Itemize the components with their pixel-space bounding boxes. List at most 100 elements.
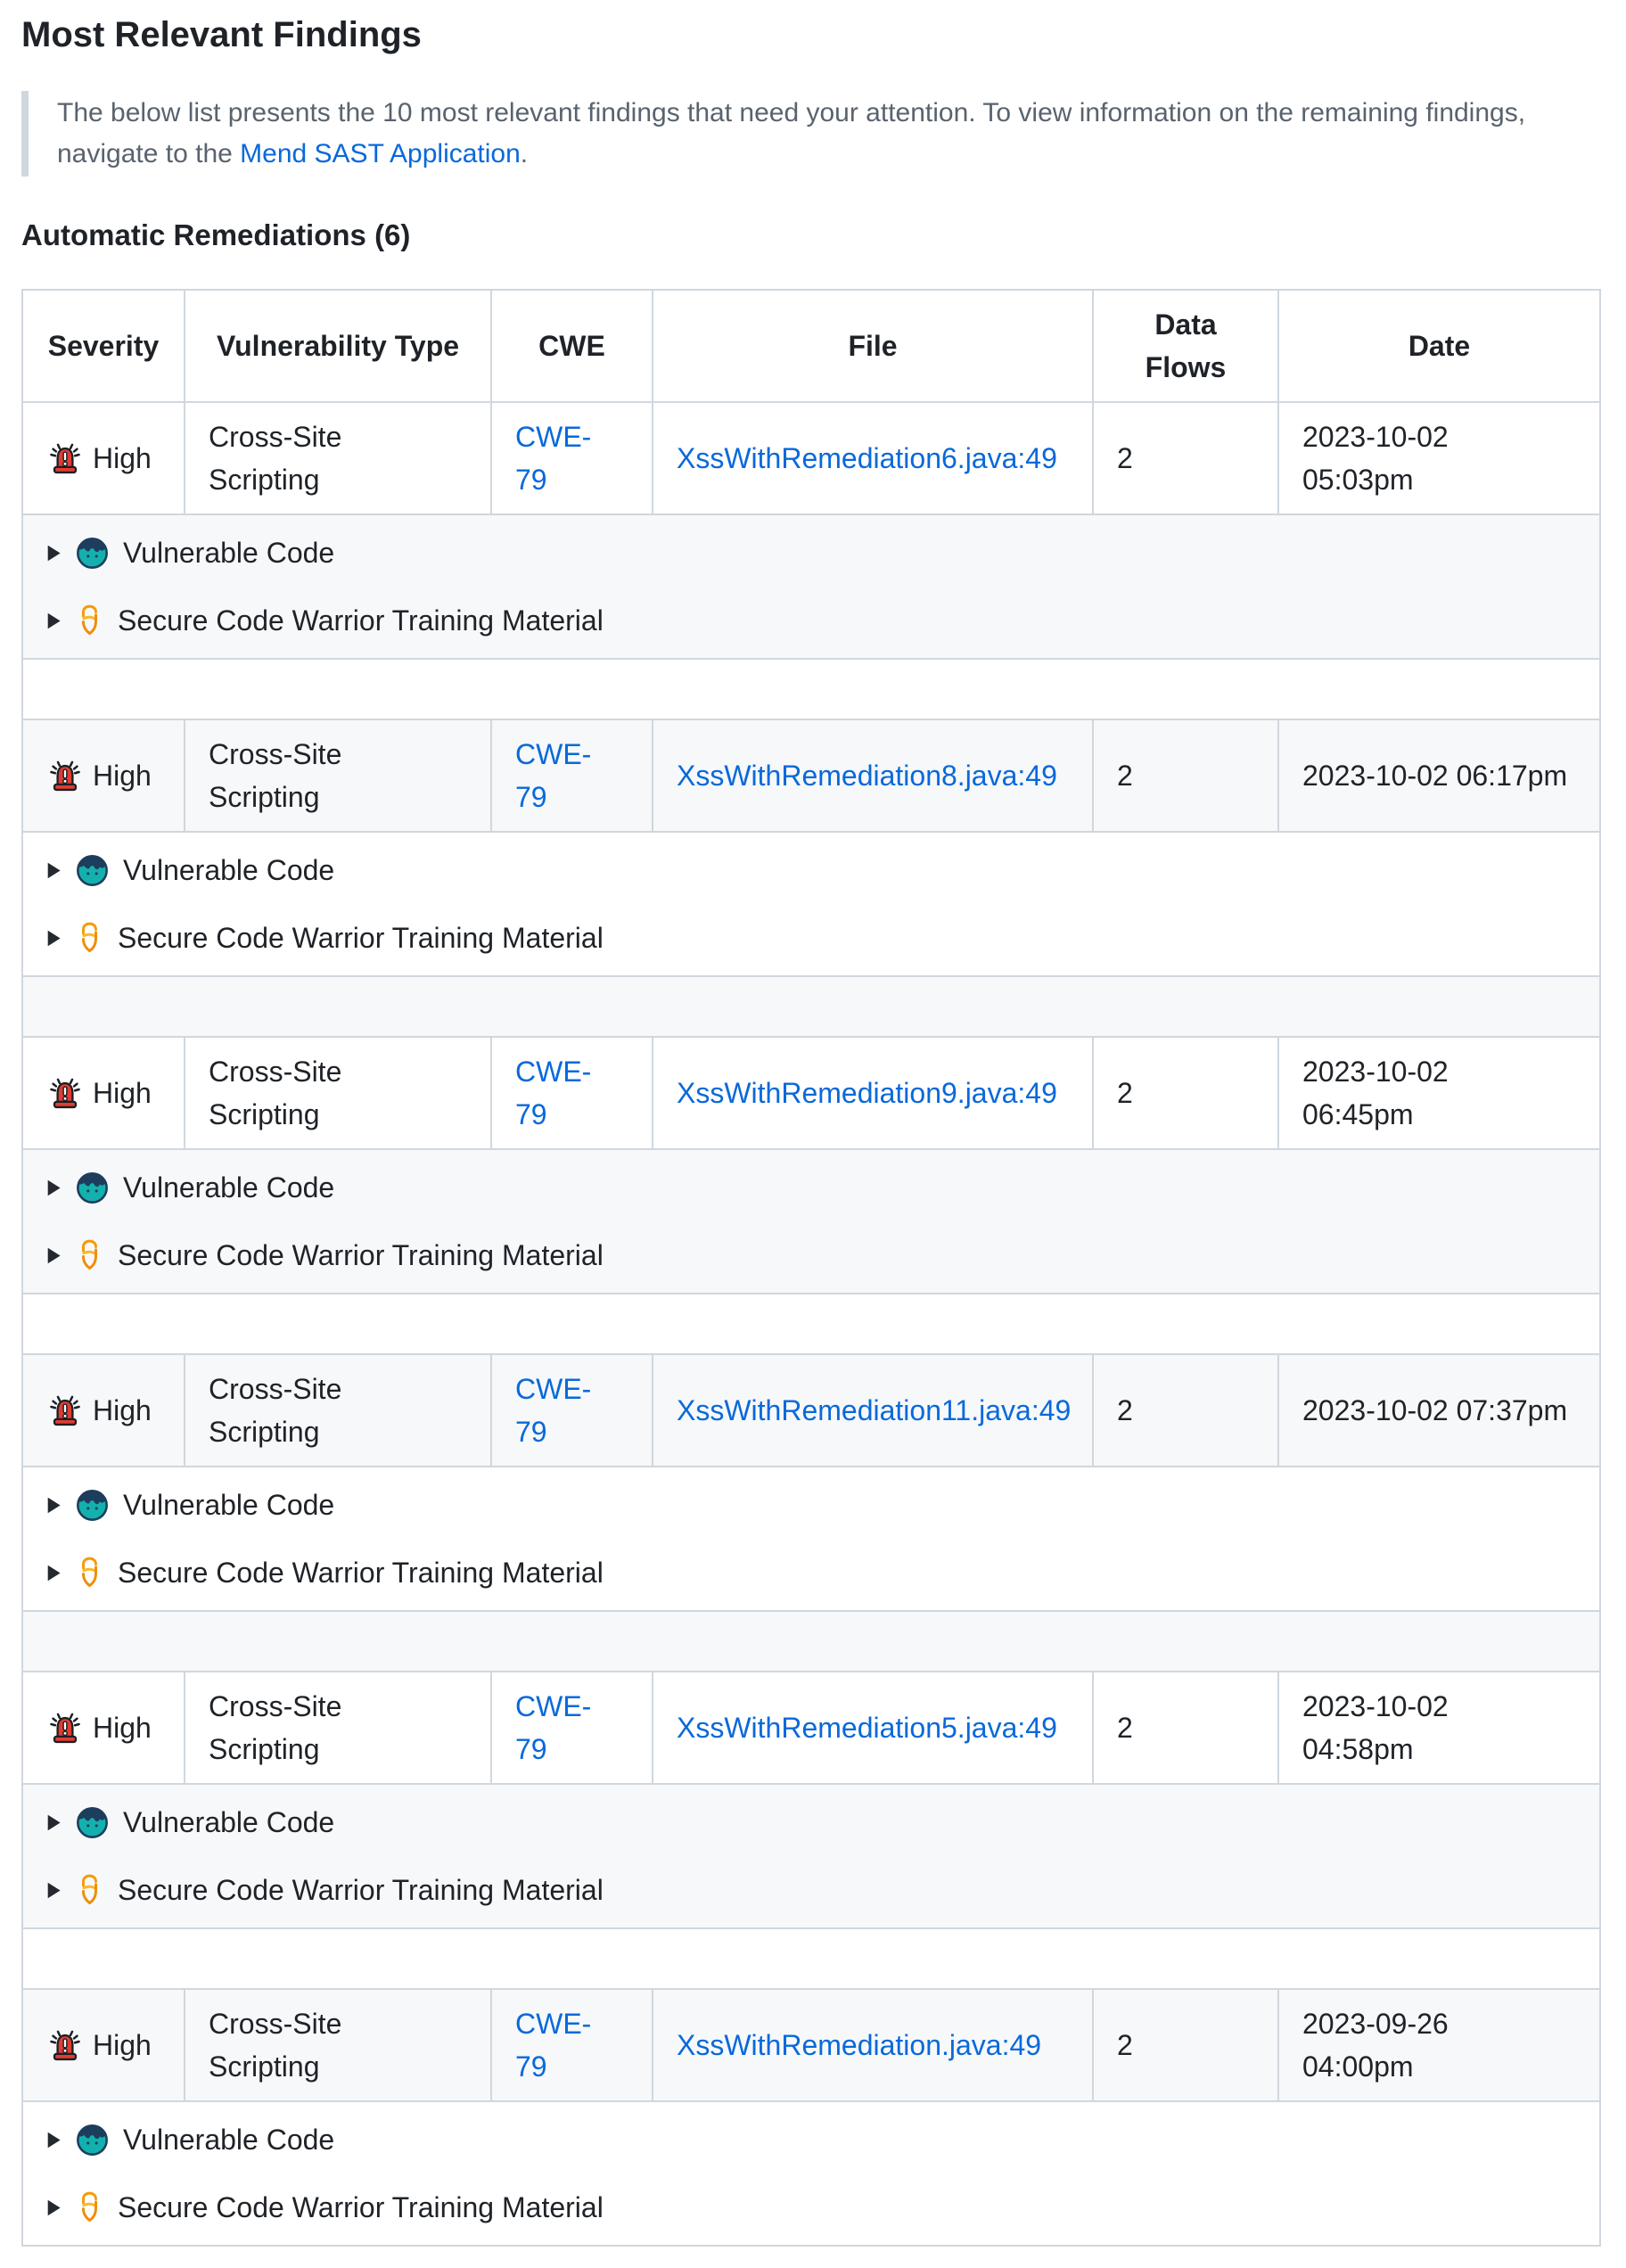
data-flows-cell: 2 — [1092, 1988, 1279, 2102]
secure-code-warrior-label: Secure Code Warrior Training Material — [118, 2191, 604, 2223]
shield-icon — [82, 1874, 98, 1905]
triangle-right-icon — [47, 1882, 61, 1898]
vulnerable-code-summary[interactable]: Vulnerable Code — [46, 1166, 1576, 1209]
finding-details-cell: Vulnerable Code Secure Code Warrior Trai… — [21, 831, 1601, 977]
shield-icon — [82, 1239, 98, 1270]
siren-icon — [50, 443, 80, 474]
secure-code-warrior-details: Secure Code Warrior Training Material — [46, 1551, 1576, 1594]
column-header-file: File — [652, 289, 1094, 403]
triangle-right-icon — [47, 1814, 61, 1830]
vulnerability-type-text: Cross-Site Scripting — [209, 421, 342, 496]
column-header-data-flows: Data Flows — [1092, 289, 1279, 403]
triangle-right-icon — [47, 2199, 61, 2215]
column-header-cwe: CWE — [490, 289, 653, 403]
cwe-cell: CWE-79 — [490, 1353, 653, 1467]
spacer-cell — [21, 658, 1601, 720]
secure-code-warrior-summary[interactable]: Secure Code Warrior Training Material — [46, 2186, 1576, 2229]
vulnerability-type-text: Cross-Site Scripting — [209, 1690, 342, 1765]
spacer-cell — [21, 1927, 1601, 1990]
vulnerable-code-summary[interactable]: Vulnerable Code — [46, 1801, 1576, 1844]
spacer-cell — [21, 1293, 1601, 1355]
secure-code-warrior-summary[interactable]: Secure Code Warrior Training Material — [46, 599, 1576, 642]
secure-code-warrior-summary[interactable]: Secure Code Warrior Training Material — [46, 1869, 1576, 1911]
date-cell: 2023-10-02 05:03pm — [1277, 401, 1601, 515]
file-link[interactable]: XssWithRemediation5.java:49 — [677, 1712, 1057, 1744]
column-header-vulnerability-type: Vulnerability Type — [184, 289, 492, 403]
shield-icon — [82, 2191, 98, 2223]
finding-details-cell: Vulnerable Code Secure Code Warrior Trai… — [21, 1466, 1601, 1612]
cwe-cell: CWE-79 — [490, 401, 653, 515]
secure-code-warrior-details: Secure Code Warrior Training Material — [46, 599, 1576, 642]
finding-row: High Cross-Site Scripting CWE-79 XssWith… — [21, 1353, 1601, 1467]
date-cell: 2023-10-02 06:17pm — [1277, 719, 1601, 833]
shield-icon — [82, 604, 98, 636]
file-cell: XssWithRemediation6.java:49 — [652, 401, 1094, 515]
zombie-icon — [77, 537, 108, 569]
finding-row: High Cross-Site Scripting CWE-79 XssWith… — [21, 401, 1601, 515]
vulnerable-code-summary[interactable]: Vulnerable Code — [46, 1483, 1576, 1526]
secure-code-warrior-summary[interactable]: Secure Code Warrior Training Material — [46, 916, 1576, 959]
secure-code-warrior-label: Secure Code Warrior Training Material — [118, 1239, 604, 1271]
vulnerability-type-cell: Cross-Site Scripting — [184, 401, 492, 515]
cwe-link[interactable]: CWE-79 — [515, 421, 592, 496]
vulnerable-code-label: Vulnerable Code — [123, 2124, 335, 2156]
vulnerable-code-label: Vulnerable Code — [123, 537, 335, 569]
secure-code-warrior-summary[interactable]: Secure Code Warrior Training Material — [46, 1551, 1576, 1594]
spacer-cell — [21, 975, 1601, 1038]
severity-label: High — [93, 1077, 152, 1109]
cwe-link[interactable]: CWE-79 — [515, 1690, 592, 1765]
finding-row: High Cross-Site Scripting CWE-79 XssWith… — [21, 1036, 1601, 1150]
intro-note: The below list presents the 10 most rele… — [21, 91, 1601, 177]
secure-code-warrior-details: Secure Code Warrior Training Material — [46, 1869, 1576, 1911]
cwe-link[interactable]: CWE-79 — [515, 1373, 592, 1448]
vulnerable-code-label: Vulnerable Code — [123, 1489, 335, 1521]
cwe-link[interactable]: CWE-79 — [515, 738, 592, 813]
vulnerability-type-text: Cross-Site Scripting — [209, 1373, 342, 1448]
file-cell: XssWithRemediation9.java:49 — [652, 1036, 1094, 1150]
findings-table-head: Severity Vulnerability Type CWE File Dat… — [21, 289, 1601, 403]
cwe-link[interactable]: CWE-79 — [515, 2008, 592, 2083]
vulnerability-type-cell: Cross-Site Scripting — [184, 1036, 492, 1150]
intro-text-before: The below list presents the 10 most rele… — [57, 98, 1526, 168]
triangle-right-icon — [47, 1247, 61, 1263]
header-row: Severity Vulnerability Type CWE File Dat… — [21, 289, 1601, 403]
file-link[interactable]: XssWithRemediation6.java:49 — [677, 442, 1057, 474]
file-link[interactable]: XssWithRemediation8.java:49 — [677, 760, 1057, 792]
finding-details-cell: Vulnerable Code Secure Code Warrior Trai… — [21, 1148, 1601, 1294]
spacer-row — [21, 975, 1601, 1038]
cwe-cell: CWE-79 — [490, 1671, 653, 1785]
data-flows-cell: 2 — [1092, 1671, 1279, 1785]
findings-table-body: High Cross-Site Scripting CWE-79 XssWith… — [21, 401, 1601, 2247]
cwe-link[interactable]: CWE-79 — [515, 1056, 592, 1130]
secure-code-warrior-details: Secure Code Warrior Training Material — [46, 916, 1576, 959]
date-cell: 2023-10-02 06:45pm — [1277, 1036, 1601, 1150]
section-heading: Automatic Remediations (6) — [21, 218, 411, 251]
severity-cell: High — [21, 401, 185, 515]
mend-sast-application-link[interactable]: Mend SAST Application — [240, 139, 521, 168]
vulnerable-code-summary[interactable]: Vulnerable Code — [46, 531, 1576, 574]
vulnerability-type-text: Cross-Site Scripting — [209, 738, 342, 813]
triangle-right-icon — [47, 862, 61, 878]
finding-row: High Cross-Site Scripting CWE-79 XssWith… — [21, 719, 1601, 833]
cwe-cell: CWE-79 — [490, 1988, 653, 2102]
intro-text-after: . — [520, 139, 529, 168]
finding-details-row: Vulnerable Code Secure Code Warrior Trai… — [21, 1148, 1601, 1294]
file-link[interactable]: XssWithRemediation.java:49 — [677, 2029, 1042, 2061]
finding-details-cell: Vulnerable Code Secure Code Warrior Trai… — [21, 1783, 1601, 1929]
severity-label: High — [93, 442, 152, 474]
file-link[interactable]: XssWithRemediation11.java:49 — [677, 1394, 1072, 1426]
zombie-icon — [77, 1489, 108, 1521]
vulnerable-code-details: Vulnerable Code — [46, 1801, 1576, 1844]
vulnerable-code-label: Vulnerable Code — [123, 1806, 335, 1838]
secure-code-warrior-label: Secure Code Warrior Training Material — [118, 1557, 604, 1589]
finding-details-row: Vulnerable Code Secure Code Warrior Trai… — [21, 1466, 1601, 1612]
vulnerable-code-summary[interactable]: Vulnerable Code — [46, 849, 1576, 892]
secure-code-warrior-label: Secure Code Warrior Training Material — [118, 1874, 604, 1906]
date-cell: 2023-10-02 07:37pm — [1277, 1353, 1601, 1467]
vulnerable-code-summary[interactable]: Vulnerable Code — [46, 2118, 1576, 2161]
secure-code-warrior-summary[interactable]: Secure Code Warrior Training Material — [46, 1234, 1576, 1277]
file-link[interactable]: XssWithRemediation9.java:49 — [677, 1077, 1057, 1109]
triangle-right-icon — [47, 545, 61, 561]
zombie-icon — [77, 1171, 108, 1204]
